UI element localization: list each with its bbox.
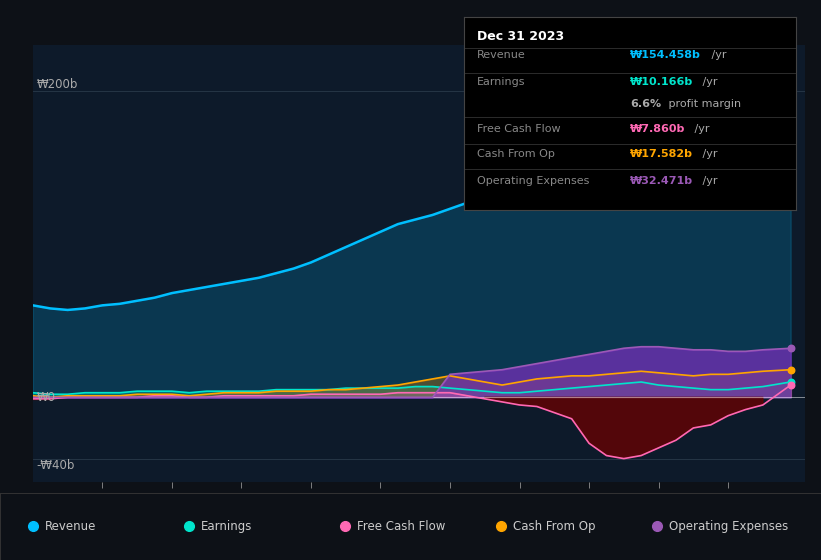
Text: /yr: /yr bbox=[690, 124, 709, 134]
Text: ₩154.458b: ₩154.458b bbox=[631, 50, 701, 60]
Point bbox=[784, 344, 797, 353]
Point bbox=[784, 157, 797, 166]
Text: Earnings: Earnings bbox=[201, 520, 253, 533]
Point bbox=[784, 365, 797, 374]
Text: ₩10.166b: ₩10.166b bbox=[631, 77, 694, 87]
Text: Operating Expenses: Operating Expenses bbox=[669, 520, 788, 533]
Text: Free Cash Flow: Free Cash Flow bbox=[477, 124, 561, 134]
Text: Revenue: Revenue bbox=[45, 520, 97, 533]
Point bbox=[784, 377, 797, 386]
Text: ₩200b: ₩200b bbox=[36, 78, 78, 91]
Text: /yr: /yr bbox=[699, 149, 718, 159]
Text: ₩17.582b: ₩17.582b bbox=[631, 149, 693, 159]
Text: Cash From Op: Cash From Op bbox=[477, 149, 555, 159]
Text: Dec 31 2023: Dec 31 2023 bbox=[477, 30, 564, 43]
Text: ₩7.860b: ₩7.860b bbox=[631, 124, 686, 134]
Text: Operating Expenses: Operating Expenses bbox=[477, 176, 589, 186]
Text: /yr: /yr bbox=[699, 77, 718, 87]
Text: 6.6%: 6.6% bbox=[631, 99, 661, 109]
Text: -₩40b: -₩40b bbox=[36, 459, 75, 472]
Text: Free Cash Flow: Free Cash Flow bbox=[357, 520, 446, 533]
Point bbox=[784, 381, 797, 390]
Text: ₩32.471b: ₩32.471b bbox=[631, 176, 693, 186]
Text: Revenue: Revenue bbox=[477, 50, 526, 60]
Text: ₩0: ₩0 bbox=[36, 391, 55, 404]
Text: /yr: /yr bbox=[699, 176, 718, 186]
Text: Cash From Op: Cash From Op bbox=[513, 520, 595, 533]
Text: Earnings: Earnings bbox=[477, 77, 525, 87]
Text: profit margin: profit margin bbox=[665, 99, 741, 109]
Text: /yr: /yr bbox=[708, 50, 727, 60]
